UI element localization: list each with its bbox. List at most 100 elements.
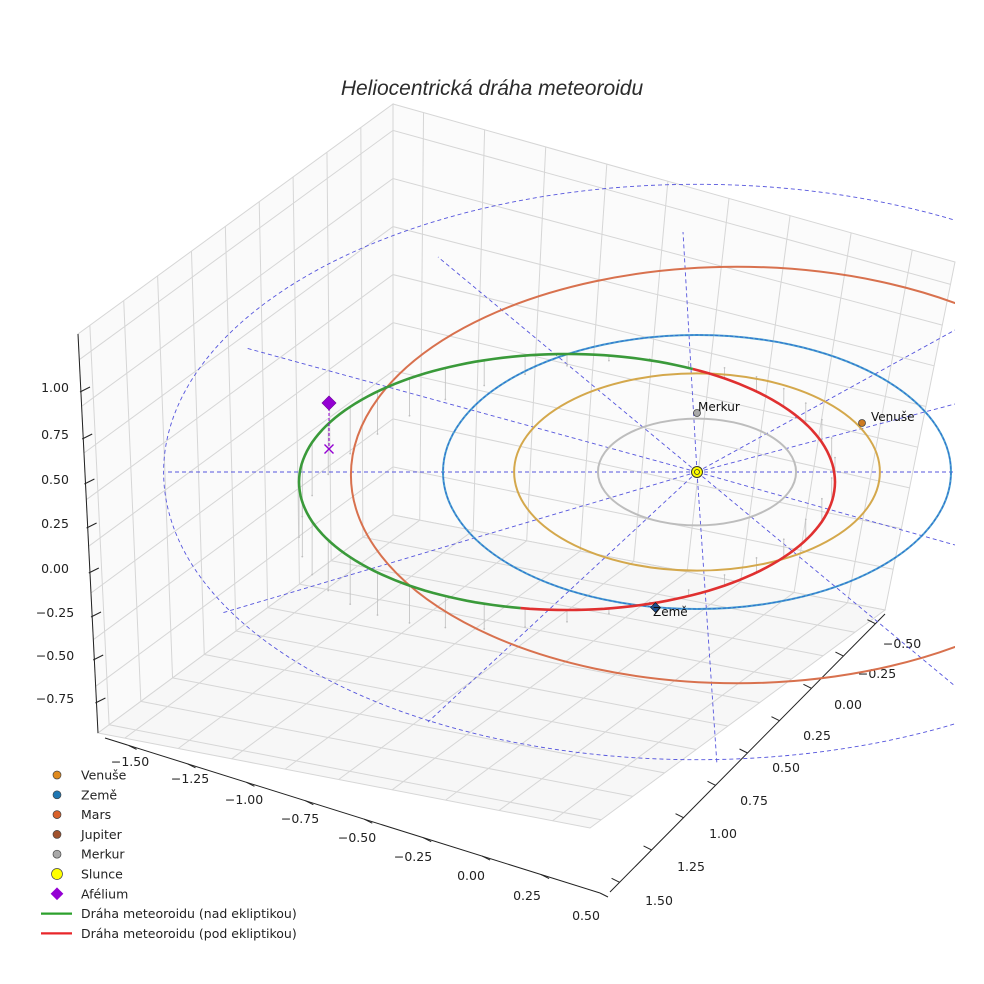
aphelion-marker	[321, 395, 337, 411]
legend-label-0: Venuše	[81, 768, 127, 783]
drop-point-261	[524, 373, 526, 376]
grid-line-z-0	[79, 129, 951, 361]
z-tick-label-7: −0.75	[36, 691, 74, 706]
markers: Merkur Venuše Země	[321, 395, 915, 619]
meteoroid-orbit-above	[297, 352, 694, 610]
axes	[77, 333, 886, 898]
grid-line-y-4	[633, 181, 669, 562]
floor-grid-y-3	[284, 550, 581, 770]
grid-line-z-3	[86, 274, 927, 501]
x-tick-label-7: 0.25	[513, 888, 541, 903]
x-tick-label-6: 0.00	[457, 868, 485, 883]
floor-grid-y-8	[552, 602, 848, 822]
drop-point-297	[687, 360, 690, 363]
y-tick-3	[771, 716, 780, 722]
x-tick-0	[128, 744, 137, 750]
y-tick-5	[707, 780, 716, 786]
grid-line-z-7	[95, 466, 894, 687]
reference-line-6	[437, 256, 698, 473]
floor-grid-x-1	[140, 700, 633, 797]
drop-point-351	[830, 437, 833, 439]
y-tick-label-0: −0.50	[883, 636, 921, 651]
y-tick-label-7: 1.25	[677, 859, 705, 874]
y-tick-label-4: 0.50	[772, 760, 800, 775]
grid-line-y-8	[847, 249, 913, 603]
grid-line-x-4	[224, 226, 237, 632]
drop-point-342	[820, 418, 823, 421]
grid-line-x-5	[258, 201, 269, 608]
legend-label-4: Merkur	[81, 847, 125, 862]
drop-point-54	[723, 574, 726, 576]
grid-line-y-6	[740, 215, 791, 583]
legend-label-5: Slunce	[81, 867, 123, 882]
drop-point-99	[524, 626, 526, 628]
legend-swatch-2	[52, 810, 62, 819]
floor-pane	[96, 514, 887, 829]
venuse-label: Venuše	[871, 410, 915, 424]
drop-point-189	[301, 515, 304, 518]
reference-line-3	[696, 471, 955, 546]
x-tick-label-1: −1.25	[171, 771, 209, 786]
drop-point-27	[804, 518, 807, 521]
drop-point-144	[349, 603, 352, 606]
meteoroid-orbit-below	[520, 367, 837, 612]
grid-line-z-1	[81, 177, 943, 407]
x-tick-2	[246, 781, 255, 787]
x-tick-label-4: −0.50	[338, 830, 376, 845]
drop-point-180	[298, 536, 300, 539]
zeme-marker	[650, 602, 661, 613]
x-tick-7	[540, 874, 550, 879]
drop-point-126	[408, 621, 411, 624]
legend-label-7: Dráha meteoroidu (nad ekliptikou)	[81, 906, 297, 921]
z-tick-6	[92, 654, 104, 661]
z-tick-label-4: 0.00	[41, 561, 69, 576]
floor-grid-y-7	[498, 592, 795, 811]
x-tick-5	[422, 837, 432, 843]
reference-line-5	[696, 403, 955, 473]
z-tick-label-6: −0.50	[36, 648, 74, 663]
reference-line-4	[221, 471, 698, 614]
floor-grid-y-5	[391, 571, 688, 791]
z-tick-label-0: 1.00	[41, 380, 69, 395]
drop-point-9	[830, 477, 833, 479]
tick-labels: −1.50 −1.25 −1.00 −0.75 −0.50 −0.25 0.00 0.25 0.…	[36, 380, 921, 923]
drop-point-63	[687, 589, 690, 591]
floor-grid-y-4	[338, 561, 634, 780]
legend-swatch-1	[52, 790, 62, 800]
drop-point-45	[755, 557, 758, 559]
grid-line-x-7	[326, 152, 332, 561]
x-tick-3	[305, 800, 314, 806]
drop-point-333	[804, 402, 807, 405]
drop-point-243	[444, 398, 447, 401]
orbit-3	[350, 265, 955, 685]
floor-grid-x-7	[331, 560, 824, 657]
floor-grid-y-1	[177, 530, 474, 749]
reference-line-10	[682, 231, 698, 473]
y-tick-4	[739, 748, 748, 754]
chart-title: Heliocentrická dráha meteoroidu	[341, 77, 644, 100]
x-tick-label-2: −1.00	[225, 792, 263, 807]
grid-line-x-1	[123, 300, 142, 702]
drop-lines	[298, 354, 836, 630]
z-tick-5	[90, 611, 102, 618]
z-tick-label-2: 0.50	[41, 472, 69, 487]
drop-point-171	[301, 555, 304, 558]
drop-point-198	[311, 494, 314, 497]
y-tick-0	[867, 619, 876, 625]
legend-swatch-0	[52, 770, 62, 780]
drop-point-135	[376, 614, 379, 616]
grid-line-x-3	[190, 251, 205, 655]
grid-line-x-2	[157, 275, 174, 678]
drop-point-306	[723, 366, 726, 369]
floor-grid-x-2	[172, 677, 665, 774]
floor-grid-y-6	[445, 581, 741, 801]
grid-line-z-2	[83, 226, 935, 454]
y-tick-7	[643, 845, 652, 851]
drop-point-0	[834, 456, 836, 459]
drop-point-234	[408, 414, 411, 417]
grid-line-y-3	[579, 164, 608, 552]
legend-label-1: Země	[81, 787, 117, 802]
floor-grid-y-0	[124, 519, 421, 739]
grid-line-y-5	[686, 198, 730, 572]
legend-swatch-5	[51, 868, 63, 880]
